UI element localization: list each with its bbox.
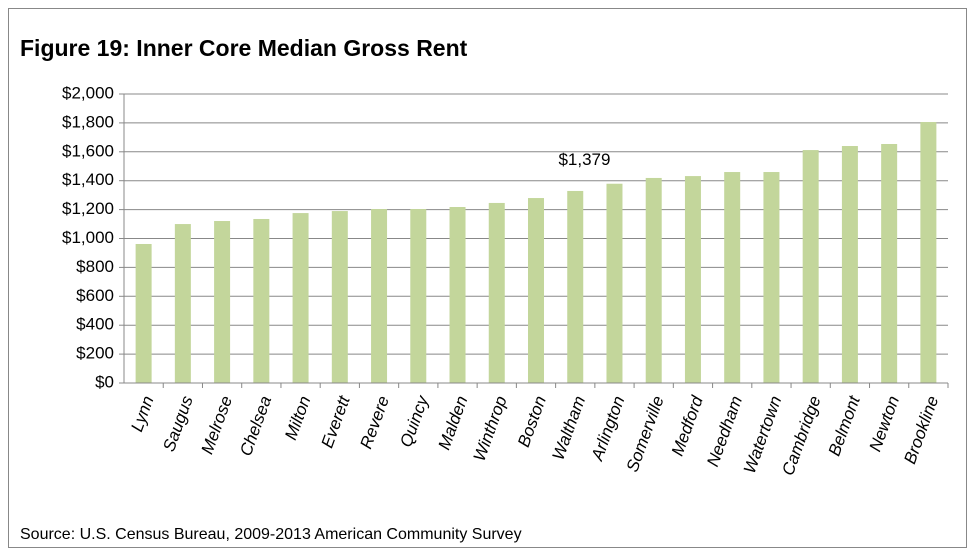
chart-frame — [8, 8, 967, 548]
y-tick-label: $1,600 — [62, 141, 114, 160]
y-tick-label: $1,000 — [62, 228, 114, 247]
bar — [606, 183, 623, 383]
y-tick-label: $800 — [76, 257, 114, 276]
bar — [449, 206, 466, 383]
y-tick-label: $2,000 — [62, 83, 114, 102]
bar — [331, 211, 348, 383]
y-tick-label: $0 — [95, 372, 114, 391]
bar — [135, 243, 152, 383]
source-note: Source: U.S. Census Bureau, 2009-2013 Am… — [20, 526, 522, 543]
y-tick-label: $200 — [76, 344, 114, 363]
bar — [841, 146, 858, 383]
bar — [410, 209, 427, 383]
y-tick-label: $1,200 — [62, 199, 114, 218]
y-tick-label: $1,400 — [62, 170, 114, 189]
bar — [645, 177, 662, 383]
y-tick-label: $1,800 — [62, 112, 114, 131]
bar — [802, 150, 819, 383]
bar — [528, 198, 544, 383]
bar — [920, 122, 937, 384]
bar — [684, 176, 701, 383]
bar — [724, 172, 741, 383]
bar — [763, 172, 780, 383]
chart-title: Figure 19: Inner Core Median Gross Rent — [20, 35, 468, 61]
bar — [253, 218, 270, 383]
data-label: $1,379 — [558, 150, 610, 169]
bar — [371, 209, 388, 383]
bar — [174, 224, 191, 383]
y-tick-label: $600 — [76, 286, 114, 305]
bar — [214, 221, 231, 383]
bar — [488, 202, 505, 383]
bar — [567, 190, 584, 383]
y-tick-label: $400 — [76, 315, 114, 334]
bar — [292, 213, 309, 383]
bar — [881, 143, 898, 383]
